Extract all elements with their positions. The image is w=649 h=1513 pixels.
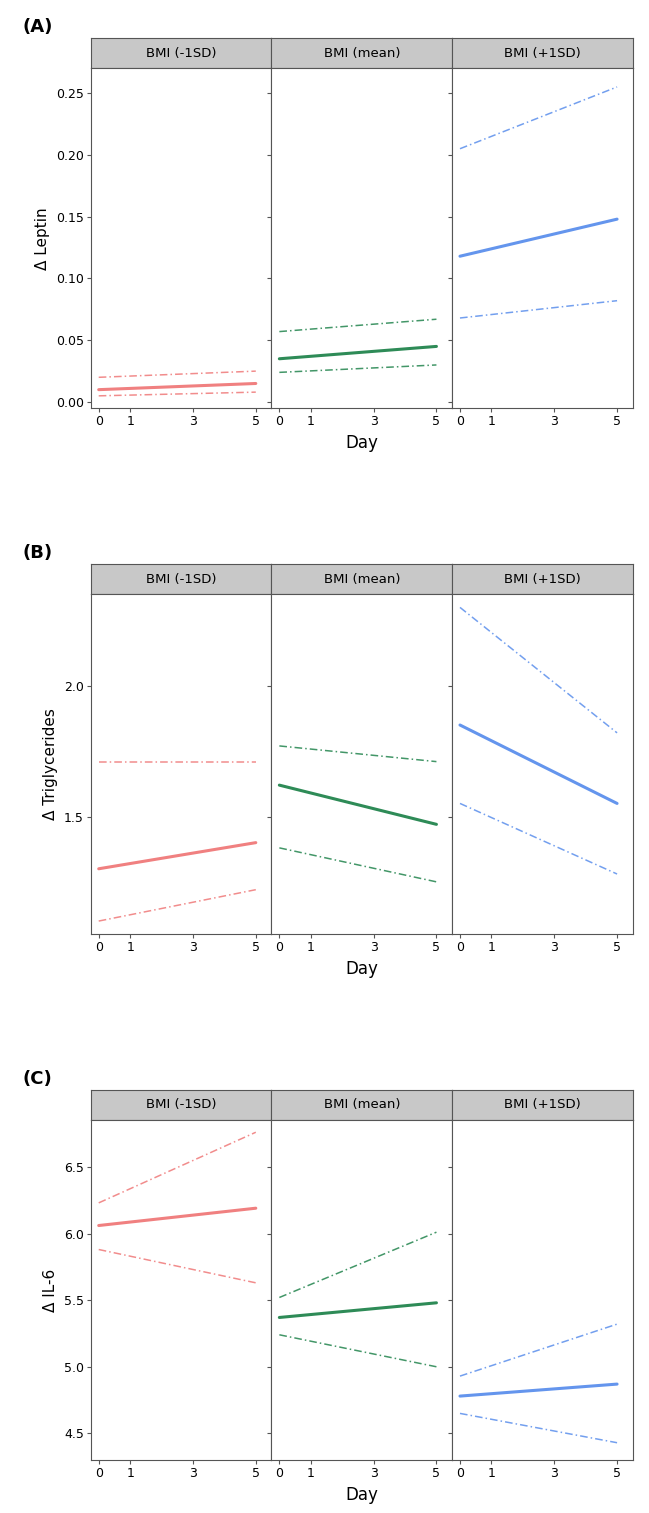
Text: BMI (+1SD): BMI (+1SD): [504, 1098, 581, 1112]
Text: BMI (-1SD): BMI (-1SD): [146, 1098, 216, 1112]
Text: BMI (-1SD): BMI (-1SD): [146, 47, 216, 59]
Text: (A): (A): [22, 18, 53, 36]
Text: BMI (mean): BMI (mean): [324, 1098, 400, 1112]
Y-axis label: Δ Triglycerides: Δ Triglycerides: [43, 708, 58, 820]
Y-axis label: Δ IL-6: Δ IL-6: [43, 1268, 58, 1312]
Y-axis label: Δ Leptin: Δ Leptin: [35, 207, 51, 269]
Text: BMI (-1SD): BMI (-1SD): [146, 572, 216, 586]
Text: BMI (+1SD): BMI (+1SD): [504, 47, 581, 59]
Text: (B): (B): [22, 545, 53, 563]
X-axis label: Day: Day: [345, 1486, 378, 1504]
Text: BMI (+1SD): BMI (+1SD): [504, 572, 581, 586]
Text: BMI (mean): BMI (mean): [324, 572, 400, 586]
X-axis label: Day: Day: [345, 434, 378, 452]
Text: (C): (C): [22, 1070, 52, 1088]
Text: BMI (mean): BMI (mean): [324, 47, 400, 59]
X-axis label: Day: Day: [345, 959, 378, 977]
